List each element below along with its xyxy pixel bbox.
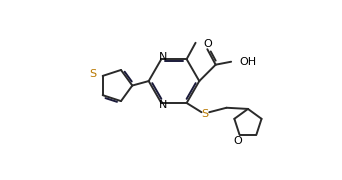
Text: O: O [203, 39, 212, 49]
Text: S: S [90, 69, 97, 79]
Text: N: N [159, 100, 168, 110]
Text: O: O [234, 136, 242, 146]
Text: S: S [201, 109, 209, 119]
Text: OH: OH [239, 57, 256, 67]
Text: N: N [159, 52, 168, 62]
